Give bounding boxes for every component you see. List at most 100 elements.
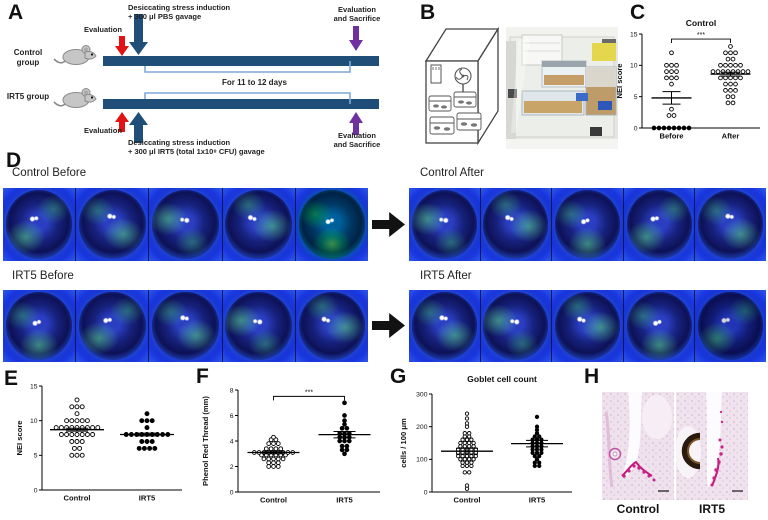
irt5-before-eye-strip [3,290,369,362]
induction-arrow-top-icon [129,14,148,55]
svg-text:0: 0 [634,125,638,132]
svg-text:Goblet cell count: Goblet cell count [467,374,537,384]
nei-score-chart: 0 5 10 15 NEI score Control IRT5 [14,376,188,508]
svg-text:***: *** [305,389,313,396]
histology-irt5-caption: IRT5 [698,502,725,516]
irt5-group-label: IRT5 group [6,92,50,101]
control-before-label: Control Before [12,167,87,179]
goblet-cell-count-chart: 0 100 200 300 cells / 100 μm Goblet cell coun… [398,372,578,510]
irt5-timeline-bar [103,99,379,109]
air-filter-icon [430,64,442,84]
phenol-red-thread-chart: 0 2 4 6 8 Phenol Red Thread (mm) Control IRT5 **… [200,376,386,510]
evaluation-label-top: Evaluation [84,25,122,34]
svg-text:Before: Before [659,132,683,141]
sacrifice-arrow-top-icon [349,26,363,51]
eye-image [3,290,76,362]
mouse-icon [53,88,97,108]
sacrifice-label-bottom: Evaluation and Sacrifice [333,131,381,150]
svg-text:IRT5: IRT5 [336,496,353,505]
svg-text:100: 100 [416,457,428,464]
eye-image [76,290,149,362]
eye-image [409,188,480,261]
eye-image [295,290,369,362]
svg-text:Phenol Red Thread (mm): Phenol Red Thread (mm) [201,396,210,486]
eye-image [295,188,369,261]
eye-image [695,188,766,261]
mouse-icon [53,45,97,65]
duration-label: For 11 to 12 days [222,78,287,87]
panel-e-label: E [4,367,19,390]
eye-image [222,290,295,362]
eye-image [623,290,695,362]
svg-text:IRT5: IRT5 [529,496,546,505]
control-timeline-bar [103,56,379,66]
nei-before-after-chart: 0 5 10 15 NEI score Control Before After *** [614,16,766,146]
svg-text:15: 15 [30,383,38,390]
panel-f-label: F [196,365,209,388]
svg-text:5: 5 [34,453,38,460]
histology-control-image [602,392,674,500]
panel-b-label: B [420,1,436,24]
irt5-induction-label: Desiccating stress induction + 300 μl IR… [128,138,265,157]
chamber-diagram [424,26,500,146]
control-after-label: Control After [420,167,484,179]
eye-image [3,188,76,261]
svg-text:10: 10 [30,418,38,425]
panel-a-label: A [8,1,24,24]
induction-arrow-bottom-icon [129,112,148,143]
histology-irt5-image [676,392,748,500]
control-after-eye-strip [409,188,766,261]
svg-text:NEI score: NEI score [615,63,624,98]
panel-g-label: G [390,365,407,388]
svg-text:0: 0 [230,489,234,496]
svg-text:10: 10 [630,63,638,70]
svg-text:NEI score: NEI score [15,420,24,455]
svg-text:8: 8 [230,387,234,394]
eye-image [149,290,222,362]
right-arrow-icon [372,212,405,237]
evaluation-arrow-top-icon [115,36,129,56]
svg-text:200: 200 [416,424,428,431]
eye-image [480,290,552,362]
irt5-after-eye-strip [409,290,766,362]
control-before-eye-strip [3,188,369,261]
svg-text:15: 15 [630,31,638,38]
duration-bracket-bottom [144,92,351,104]
svg-text:Control: Control [260,496,287,505]
chamber-photo [506,27,618,149]
svg-text:0: 0 [34,487,38,494]
svg-text:6: 6 [230,413,234,420]
eye-image [480,188,552,261]
sacrifice-label-top: Evaluation and Sacrifice [333,5,381,24]
svg-text:300: 300 [416,391,428,398]
svg-text:Control: Control [686,18,717,28]
svg-text:After: After [722,132,740,141]
evaluation-arrow-bottom-icon [115,112,129,132]
evaluation-label-bottom: Evaluation [84,126,122,135]
eye-image [149,188,222,261]
svg-text:Control: Control [64,494,91,503]
eye-image [76,188,149,261]
svg-text:2: 2 [230,464,234,471]
eye-image [552,290,623,362]
svg-text:5: 5 [634,94,638,101]
irt5-before-label: IRT5 Before [12,270,74,282]
svg-text:IRT5: IRT5 [139,494,156,503]
cage-mice-icon [433,100,478,131]
svg-text:cells / 100 μm: cells / 100 μm [399,418,408,468]
svg-text:0: 0 [424,489,428,496]
histology-control-caption: Control [616,502,660,516]
panel-c-label: C [630,1,646,24]
duration-bracket-top [144,61,351,73]
eye-image [552,188,623,261]
panel-h-label: H [584,365,600,388]
right-arrow-icon [372,313,405,338]
svg-text:Control: Control [454,496,481,505]
sacrifice-arrow-bottom-icon [349,112,363,135]
svg-text:4: 4 [230,438,234,445]
eye-image [222,188,295,261]
eye-image [695,290,766,362]
irt5-after-label: IRT5 After [420,270,472,282]
pigmented-tissue [681,432,701,470]
eye-image [409,290,480,362]
